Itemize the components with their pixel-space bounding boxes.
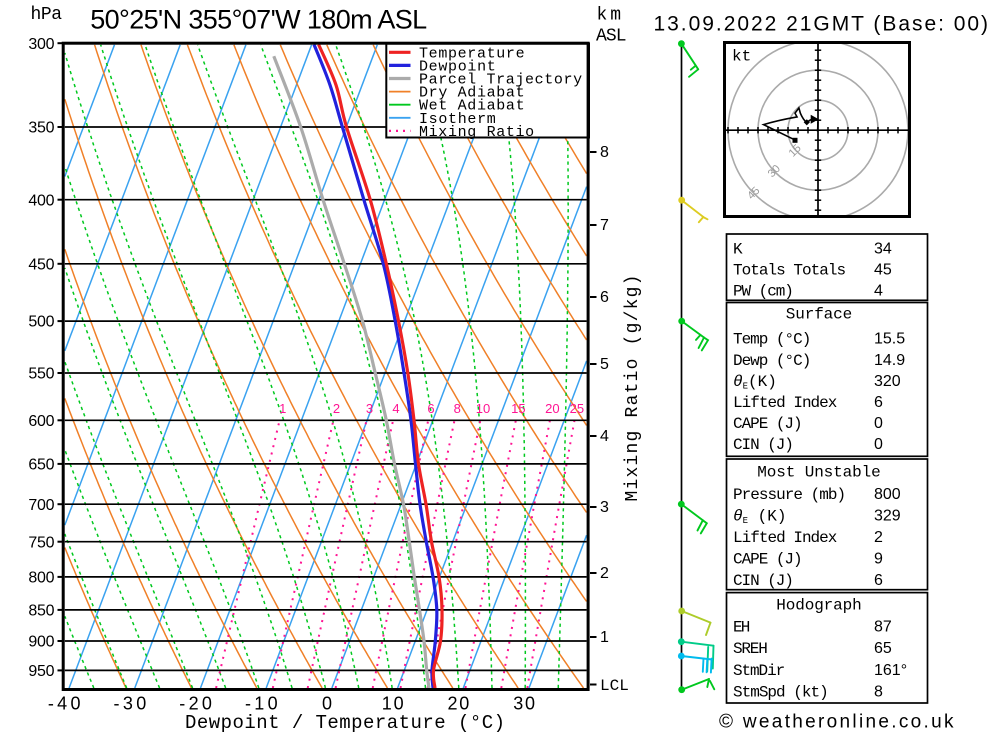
svg-text:800: 800 [874,486,901,503]
svg-text:LCL: LCL [600,677,629,695]
svg-text:9: 9 [874,551,883,568]
svg-text:CAPE (J): CAPE (J) [733,551,803,569]
svg-text:0: 0 [874,436,883,453]
svg-text:3: 3 [600,499,609,516]
svg-text:Most Unstable: Most Unstable [757,464,881,482]
svg-text:EH: EH [733,618,750,636]
svg-text:6: 6 [874,572,883,589]
svg-text:-40: -40 [48,694,81,714]
svg-text:Lifted Index: Lifted Index [733,529,837,547]
svg-text:65: 65 [874,640,892,657]
svg-text:-10: -10 [245,694,278,714]
svg-text:Surface: Surface [786,306,853,324]
svg-text:87: 87 [874,618,892,635]
svg-text:20: 20 [545,401,559,416]
svg-text:161°: 161° [874,662,907,679]
svg-text:Totals Totals: Totals Totals [733,261,846,279]
svg-text:4: 4 [600,428,609,445]
svg-text:7: 7 [600,217,609,234]
svg-text:Wet Adiabat: Wet Adiabat [419,98,525,115]
svg-text:Temperature: Temperature [419,45,525,62]
svg-text:450: 450 [28,256,54,273]
svg-text:6: 6 [427,401,434,416]
svg-text:400: 400 [28,192,54,209]
svg-text:SREH: SREH [733,640,768,658]
svg-text:850: 850 [28,603,54,620]
svg-text:13.09.2022 21GMT (Base: 00): 13.09.2022 21GMT (Base: 00) [654,13,989,36]
svg-text:700: 700 [28,497,54,514]
svg-text:Hodograph: Hodograph [776,597,862,615]
svg-text:10: 10 [382,694,404,714]
svg-text:14.9: 14.9 [874,352,905,369]
svg-text:300: 300 [28,36,54,53]
svg-text:-20: -20 [179,694,212,714]
svg-text:PW (cm): PW (cm) [733,282,794,300]
svg-text:320: 320 [874,373,901,390]
svg-text:800: 800 [28,570,54,587]
svg-text:2: 2 [874,529,883,546]
svg-text:Dry Adiabat: Dry Adiabat [419,85,525,102]
svg-text:20: 20 [448,694,470,714]
svg-text:3: 3 [366,401,373,416]
svg-text:kt: kt [732,48,751,66]
svg-text:ASL: ASL [596,27,627,47]
svg-text:Lifted Index: Lifted Index [733,394,837,412]
svg-text:900: 900 [28,634,54,651]
svg-text:© weatheronline.co.uk: © weatheronline.co.uk [719,712,954,733]
svg-text:StmSpd (kt): StmSpd (kt) [733,684,829,702]
svg-text:2: 2 [600,565,609,582]
svg-text:1: 1 [279,401,286,416]
svg-text:8: 8 [454,401,461,416]
svg-text:600: 600 [28,413,54,430]
svg-text:Temp (°C): Temp (°C) [733,331,811,349]
svg-text:Mixing Ratio (g/kg): Mixing Ratio (g/kg) [623,275,643,502]
svg-text:Dewpoint: Dewpoint [419,58,496,75]
svg-text:45: 45 [874,261,892,278]
svg-text:30: 30 [513,694,535,714]
svg-text:-30: -30 [114,694,147,714]
svg-text:Pressure (mb): Pressure (mb) [733,486,846,504]
svg-text:Dewp (°C): Dewp (°C) [733,352,811,370]
svg-text:CIN (J): CIN (J) [733,436,794,454]
svg-text:750: 750 [28,534,54,551]
svg-text:Isotherm: Isotherm [419,111,496,128]
svg-text:1: 1 [600,629,609,646]
svg-text:34: 34 [874,240,892,257]
svg-text:15.5: 15.5 [874,331,905,348]
svg-text:15: 15 [511,401,525,416]
svg-text:6: 6 [874,394,883,411]
svg-text:650: 650 [28,457,54,474]
svg-text:10: 10 [476,401,490,416]
svg-text:CIN (J): CIN (J) [733,572,794,590]
svg-text:8: 8 [600,144,609,161]
svg-text:8: 8 [874,684,883,701]
svg-text:500: 500 [28,314,54,331]
svg-text:5: 5 [600,356,609,373]
svg-text:θE (K): θE (K) [733,508,786,527]
svg-text:25: 25 [570,401,584,416]
svg-text:4: 4 [874,282,883,299]
svg-text:2: 2 [333,401,340,416]
svg-text:50°25'N 355°07'W 180m ASL: 50°25'N 355°07'W 180m ASL [90,5,427,35]
svg-text:0: 0 [874,415,883,432]
svg-text:K: K [733,240,743,258]
svg-text:CAPE (J): CAPE (J) [733,415,803,433]
svg-text:θE(K): θE(K) [733,373,777,392]
svg-text:Mixing Ratio: Mixing Ratio [419,124,534,141]
svg-text:Dewpoint / Temperature (°C): Dewpoint / Temperature (°C) [185,712,505,733]
svg-text:329: 329 [874,508,901,525]
svg-text:0: 0 [322,694,332,714]
svg-text:950: 950 [28,663,54,680]
svg-text:hPa: hPa [31,5,63,25]
svg-text:350: 350 [28,120,54,137]
svg-text:Parcel Trajectory: Parcel Trajectory [419,72,582,89]
svg-text:6: 6 [600,289,609,306]
svg-text:StmDir: StmDir [733,662,785,680]
svg-text:550: 550 [28,366,54,383]
svg-text:4: 4 [392,401,399,416]
